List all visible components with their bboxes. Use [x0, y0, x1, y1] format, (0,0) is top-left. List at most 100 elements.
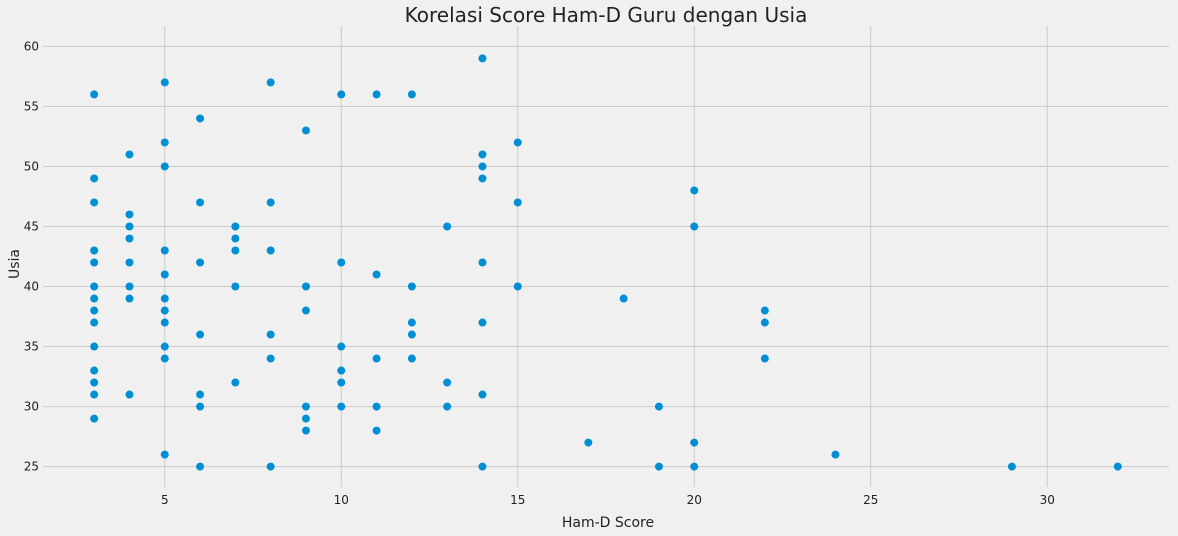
data-point [90, 306, 99, 315]
data-point [513, 282, 522, 291]
data-point [407, 90, 416, 99]
data-point [478, 54, 487, 63]
data-point [125, 210, 134, 219]
data-point [90, 366, 99, 375]
data-point [654, 462, 663, 471]
data-point [513, 138, 522, 147]
data-point [90, 258, 99, 267]
data-point [301, 126, 310, 135]
data-point [196, 258, 205, 267]
y-tick-label: 60 [24, 39, 39, 53]
y-tick-label: 40 [24, 280, 39, 294]
data-point [478, 258, 487, 267]
data-point [407, 354, 416, 363]
data-point [266, 462, 275, 471]
data-point [337, 402, 346, 411]
x-tick-label: 30 [1040, 493, 1055, 507]
data-point [760, 354, 769, 363]
x-axis-label: Ham-D Score [562, 515, 654, 531]
data-point [266, 354, 275, 363]
data-point [619, 294, 628, 303]
data-point [407, 282, 416, 291]
data-point [690, 462, 699, 471]
data-point [301, 426, 310, 435]
data-point [513, 198, 522, 207]
data-point [160, 354, 169, 363]
x-tick-label: 15 [510, 493, 525, 507]
data-point [160, 270, 169, 279]
data-point [301, 402, 310, 411]
data-point [337, 342, 346, 351]
data-point [478, 462, 487, 471]
data-point [1007, 462, 1016, 471]
x-tick-label: 20 [687, 493, 702, 507]
data-point [478, 390, 487, 399]
data-point [160, 318, 169, 327]
data-point [443, 402, 452, 411]
data-point [443, 378, 452, 387]
data-point [196, 114, 205, 123]
data-point [90, 246, 99, 255]
data-point [196, 330, 205, 339]
data-point [654, 402, 663, 411]
data-point [90, 174, 99, 183]
data-point [478, 318, 487, 327]
data-point [372, 354, 381, 363]
data-point [90, 294, 99, 303]
chart-title: Korelasi Score Ham-D Guru dengan Usia [405, 3, 808, 27]
data-point [337, 378, 346, 387]
data-point [125, 390, 134, 399]
data-point [90, 318, 99, 327]
data-point [196, 402, 205, 411]
data-point [1113, 462, 1122, 471]
x-tick-label: 5 [161, 493, 169, 507]
data-point [266, 198, 275, 207]
y-tick-label: 30 [24, 400, 39, 414]
data-point [337, 366, 346, 375]
x-tick-label: 25 [863, 493, 878, 507]
data-point [760, 306, 769, 315]
data-point [443, 222, 452, 231]
data-point [407, 330, 416, 339]
data-point [478, 162, 487, 171]
data-point [407, 318, 416, 327]
data-point [301, 414, 310, 423]
data-point [90, 90, 99, 99]
data-point [760, 318, 769, 327]
data-point [690, 438, 699, 447]
data-point [125, 234, 134, 243]
data-point [90, 390, 99, 399]
tick-labels: 5 10 15 20 25 30 25 30 35 40 45 50 55 60 [24, 39, 1055, 507]
data-point [231, 282, 240, 291]
data-point [266, 330, 275, 339]
data-point [266, 78, 275, 87]
data-point [90, 378, 99, 387]
data-point [372, 90, 381, 99]
data-point [584, 438, 593, 447]
data-point [125, 294, 134, 303]
data-point [478, 150, 487, 159]
y-tick-label: 55 [24, 99, 39, 113]
data-point [125, 258, 134, 267]
data-point [831, 450, 840, 459]
y-tick-label: 45 [24, 219, 39, 233]
data-point [160, 306, 169, 315]
data-point [160, 450, 169, 459]
data-point [231, 222, 240, 231]
data-point [90, 198, 99, 207]
data-point [231, 378, 240, 387]
data-point [196, 198, 205, 207]
data-point [160, 78, 169, 87]
data-point [301, 306, 310, 315]
data-point [160, 162, 169, 171]
data-point [478, 174, 487, 183]
data-point [160, 342, 169, 351]
data-point [90, 414, 99, 423]
data-point [196, 390, 205, 399]
data-point [372, 426, 381, 435]
data-point [125, 150, 134, 159]
data-point [125, 222, 134, 231]
data-point [372, 270, 381, 279]
